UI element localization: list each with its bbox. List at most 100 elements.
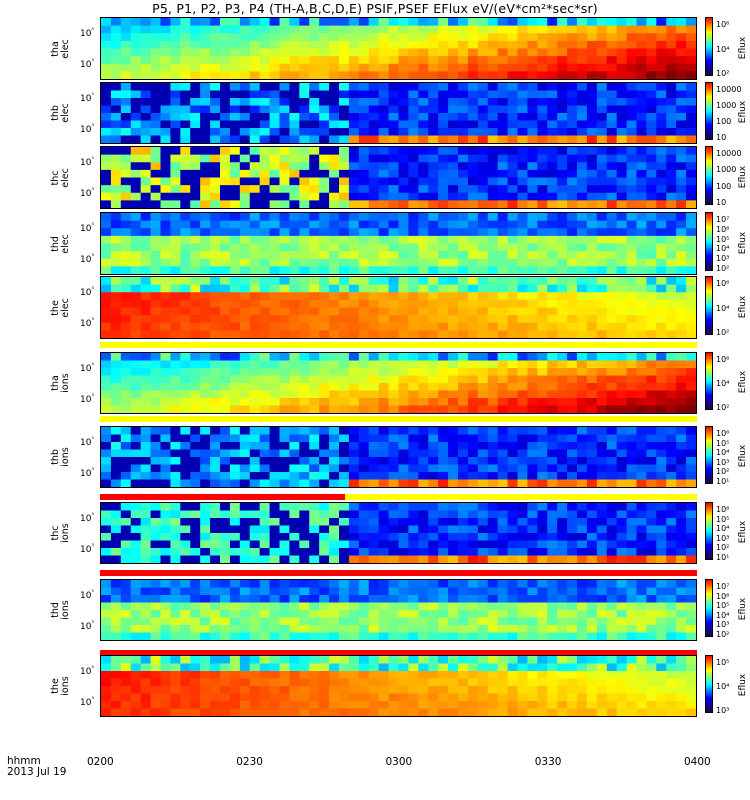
heatmap-cell: [358, 442, 370, 451]
heatmap-cell: [378, 307, 390, 316]
heatmap-cell: [348, 128, 360, 137]
heatmap-cell: [448, 266, 459, 274]
heatmap-cell: [170, 580, 181, 589]
heatmap-cell: [408, 580, 419, 589]
heatmap-cell: [239, 472, 251, 481]
heatmap-cell: [408, 83, 419, 92]
heatmap-cell: [378, 525, 390, 534]
heatmap-cell: [269, 162, 281, 171]
heatmap-cell: [666, 663, 677, 672]
heatmap-cell: [319, 228, 330, 237]
heatmap-cell: [259, 548, 271, 557]
heatmap-cell: [596, 360, 608, 369]
heatmap-cell: [190, 71, 201, 79]
heatmap-cell: [130, 251, 142, 260]
y-tick-label: 10³: [80, 58, 94, 71]
heatmap-cell: [517, 533, 529, 542]
heatmap-cell: [190, 678, 201, 687]
heatmap-cell: [666, 587, 677, 596]
heatmap-cell: [329, 390, 340, 399]
heatmap-cell: [259, 375, 271, 384]
heatmap-cell: [557, 228, 568, 237]
colorbar-tick-label: 10¹: [716, 553, 730, 562]
y-tick-label: 10³: [80, 466, 94, 479]
heatmap-cell: [388, 266, 400, 274]
heatmap-cell: [458, 427, 469, 436]
heatmap-cell: [626, 602, 638, 611]
heatmap-cell: [220, 663, 231, 672]
heatmap-cell: [249, 678, 261, 687]
heatmap-cell: [586, 533, 598, 542]
heatmap-cell: [378, 83, 390, 92]
heatmap-cell: [418, 671, 429, 680]
heatmap-cell: [567, 678, 578, 687]
heatmap-cell: [428, 330, 439, 338]
heatmap-cell: [160, 284, 172, 293]
heatmap-cell: [467, 213, 479, 222]
heatmap-cell: [120, 503, 132, 512]
heatmap-cell: [418, 292, 429, 301]
heatmap-cell: [398, 587, 410, 596]
heatmap-cell: [309, 390, 320, 399]
heatmap-cell: [388, 192, 400, 201]
heatmap-cell: [477, 510, 489, 519]
heatmap-cell: [388, 375, 400, 384]
heatmap-cell: [101, 105, 112, 114]
heatmap-cell: [586, 540, 598, 549]
heatmap-cell: [239, 192, 251, 201]
heatmap-cell: [329, 368, 340, 377]
heatmap-cell: [319, 243, 330, 252]
heatmap-cell: [378, 33, 390, 42]
heatmap-cell: [140, 510, 152, 519]
heatmap-cell: [586, 548, 598, 557]
heatmap-cell: [557, 185, 568, 194]
heatmap-cell: [428, 315, 439, 324]
heatmap-cell: [101, 185, 112, 194]
heatmap-cell: [596, 449, 608, 458]
heatmap-cell: [101, 503, 112, 512]
heatmap-cell: [497, 383, 509, 392]
heatmap-cell: [339, 235, 350, 245]
heatmap-cell: [348, 678, 360, 687]
heatmap-cell: [299, 162, 310, 171]
heatmap-cell: [289, 457, 300, 466]
heatmap-cell: [606, 510, 618, 519]
heatmap-cell: [269, 580, 281, 589]
heatmap-cell: [507, 284, 519, 293]
heatmap-cell: [517, 177, 529, 186]
heatmap-cell: [190, 90, 201, 99]
heatmap-cell: [170, 40, 181, 50]
heatmap-cell: [220, 277, 231, 286]
heatmap-cell: [299, 427, 310, 436]
heatmap-cell: [676, 18, 687, 27]
heatmap-cell: [388, 632, 400, 640]
heatmap-cell: [269, 686, 281, 695]
heatmap-cell: [646, 390, 657, 399]
heatmap-cell: [319, 48, 330, 57]
heatmap-cell: [547, 235, 558, 245]
heatmap-cell: [487, 33, 499, 42]
heatmap-cell: [368, 40, 380, 50]
heatmap-cell: [517, 580, 529, 589]
heatmap-cell: [418, 284, 429, 293]
heatmap-cell: [537, 277, 548, 286]
heatmap-cell: [368, 185, 380, 194]
heatmap-cell: [398, 98, 410, 107]
heatmap-cell: [547, 56, 558, 65]
heatmap-cell: [586, 602, 598, 611]
heatmap-cell: [557, 701, 568, 710]
heatmap-cell: [180, 266, 191, 274]
heatmap-cell: [319, 555, 330, 563]
heatmap-cell: [210, 200, 221, 208]
heatmap-cell: [358, 113, 370, 122]
heatmap-cell: [408, 71, 419, 79]
heatmap-cell: [616, 548, 628, 557]
heatmap-cell: [358, 427, 370, 436]
colorbar-tick-label: 10⁵: [716, 658, 730, 667]
heatmap-cell: [458, 368, 469, 377]
heatmap-cell: [170, 177, 181, 186]
heatmap-cell: [686, 353, 696, 362]
heatmap-cell: [150, 213, 162, 222]
heatmap-cell: [567, 128, 578, 137]
heatmap-cell: [686, 71, 696, 79]
